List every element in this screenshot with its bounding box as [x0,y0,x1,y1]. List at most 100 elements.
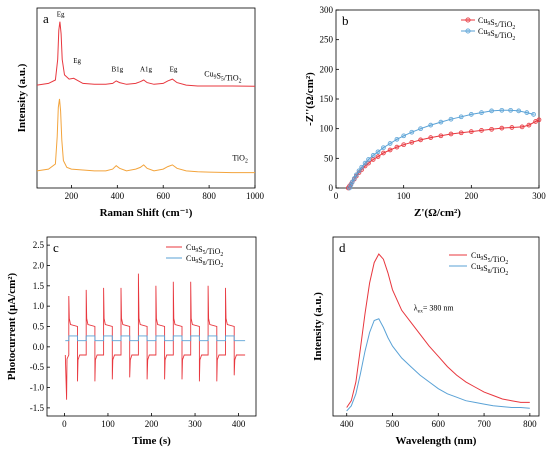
x-tick-label: 0 [62,419,67,429]
data-point [353,172,359,178]
x-tick-label: 500 [386,419,400,429]
data-point [508,107,513,113]
panel-label-c: c [53,240,59,255]
panel-c: c 0 100 200 300 400 -1.5 -1.0 -0.5 0.0 0.5 1.0 1.5 2.… [6,236,257,447]
x-tick-label: 0 [334,191,339,201]
data-point [516,108,522,114]
y-tick-label: 2.5 [33,240,45,250]
data-point [489,108,494,114]
panel-label-a: a [43,11,49,26]
annotation: λex= 380 nm [414,303,455,314]
peak-label: Eg [170,65,178,73]
peak-label: B1g [111,65,123,73]
data-point [458,114,464,120]
data-point [381,145,386,151]
legend-entry: Cu9S8/TiO2 [471,262,508,277]
series-line-0 [36,21,256,87]
data-point [409,139,415,145]
data-point [401,142,407,148]
data-point [418,126,423,132]
plot-frame [332,236,540,417]
series-line-1 [346,318,530,412]
data-point [356,168,362,174]
data-point [428,135,434,140]
y-axis-label: Photocurrent (μA/cm²) [6,272,18,380]
y-axis-label: -Z''(Ω/cm²) [304,72,316,126]
x-tick-label: 400 [340,419,354,429]
data-point [458,130,464,136]
y-tick-label: 150 [320,94,334,104]
x-tick-label: 800 [202,191,216,201]
y-tick-label: 200 [320,64,334,74]
data-point [401,133,407,139]
data-point [362,160,368,166]
x-tick-label: 200 [465,191,479,201]
panel-b: b 0 100 200 300 0 50 100 150 200 250 300 Cu9S5/TiO2C… [304,5,546,219]
data-point [438,119,444,125]
panel-a: a 200 400 600 800 1000 Eg Eg B1g A1g Eg Cu9S5/TiO2 T… [16,7,265,219]
series-line-1 [65,335,246,342]
data-point [428,122,434,128]
data-point [526,122,532,128]
data-point [519,124,525,130]
x-tick-label: 400 [111,191,125,201]
data-point [409,129,415,135]
legend-entry: Cu9S8/TiO2 [478,27,515,42]
data-point [375,149,381,155]
peak-label: A1g [140,65,153,73]
y-tick-label: 100 [320,124,334,134]
y-axis-label: Intensity (a.u.) [16,63,28,132]
data-point [524,110,530,115]
x-tick-label: 400 [232,419,246,429]
data-point [468,112,474,117]
series-line-0 [346,253,530,408]
y-tick-label: 1.5 [33,281,45,291]
x-tick-label: 800 [523,419,537,429]
data-point [448,116,454,122]
data-point [370,153,376,158]
plot-frame [36,7,256,189]
data-point [509,125,515,130]
y-tick-label: 2.0 [33,260,45,270]
series-label: Cu9S5/TiO2 [204,70,241,85]
legend-entry: Cu9S8/TiO2 [186,254,223,269]
legend-entry: Cu9S5/TiO2 [478,16,515,31]
data-point [531,112,536,117]
data-point [499,107,505,113]
data-point [381,150,386,156]
y-tick-label: 0 [329,183,334,193]
y-tick-label: 0.0 [33,342,45,352]
legend-marker [465,28,471,34]
x-tick-label: 600 [156,191,170,201]
x-axis-label: Z'(Ω/cm²) [414,207,461,219]
legend-entry: Cu9S5/TiO2 [471,251,508,266]
data-point [489,126,494,132]
data-point [387,147,393,153]
data-point [349,179,355,185]
y-tick-label: -0.5 [30,362,45,372]
panel-label-b: b [342,13,349,28]
data-point [438,133,444,139]
x-tick-label: 100 [101,419,115,429]
x-axis-label: Wavelength (nm) [396,435,477,447]
data-point [499,125,505,131]
data-point [479,128,484,133]
series-line-1 [349,109,534,189]
series-line-0 [64,273,246,400]
series-line-1 [36,98,255,174]
data-point [359,164,365,170]
x-tick-label: 700 [477,419,491,429]
x-tick-label: 100 [397,191,411,201]
y-tick-label: 1.0 [33,301,45,311]
x-axis-label: Time (s) [132,435,171,447]
data-point [479,110,484,115]
data-point [448,131,454,137]
data-point [366,157,371,162]
x-tick-label: 200 [65,191,79,201]
panel-label-d: d [339,240,346,255]
x-tick-label: 600 [432,419,446,429]
peak-label: Eg [73,57,81,65]
peak-label: Eg [57,11,65,19]
